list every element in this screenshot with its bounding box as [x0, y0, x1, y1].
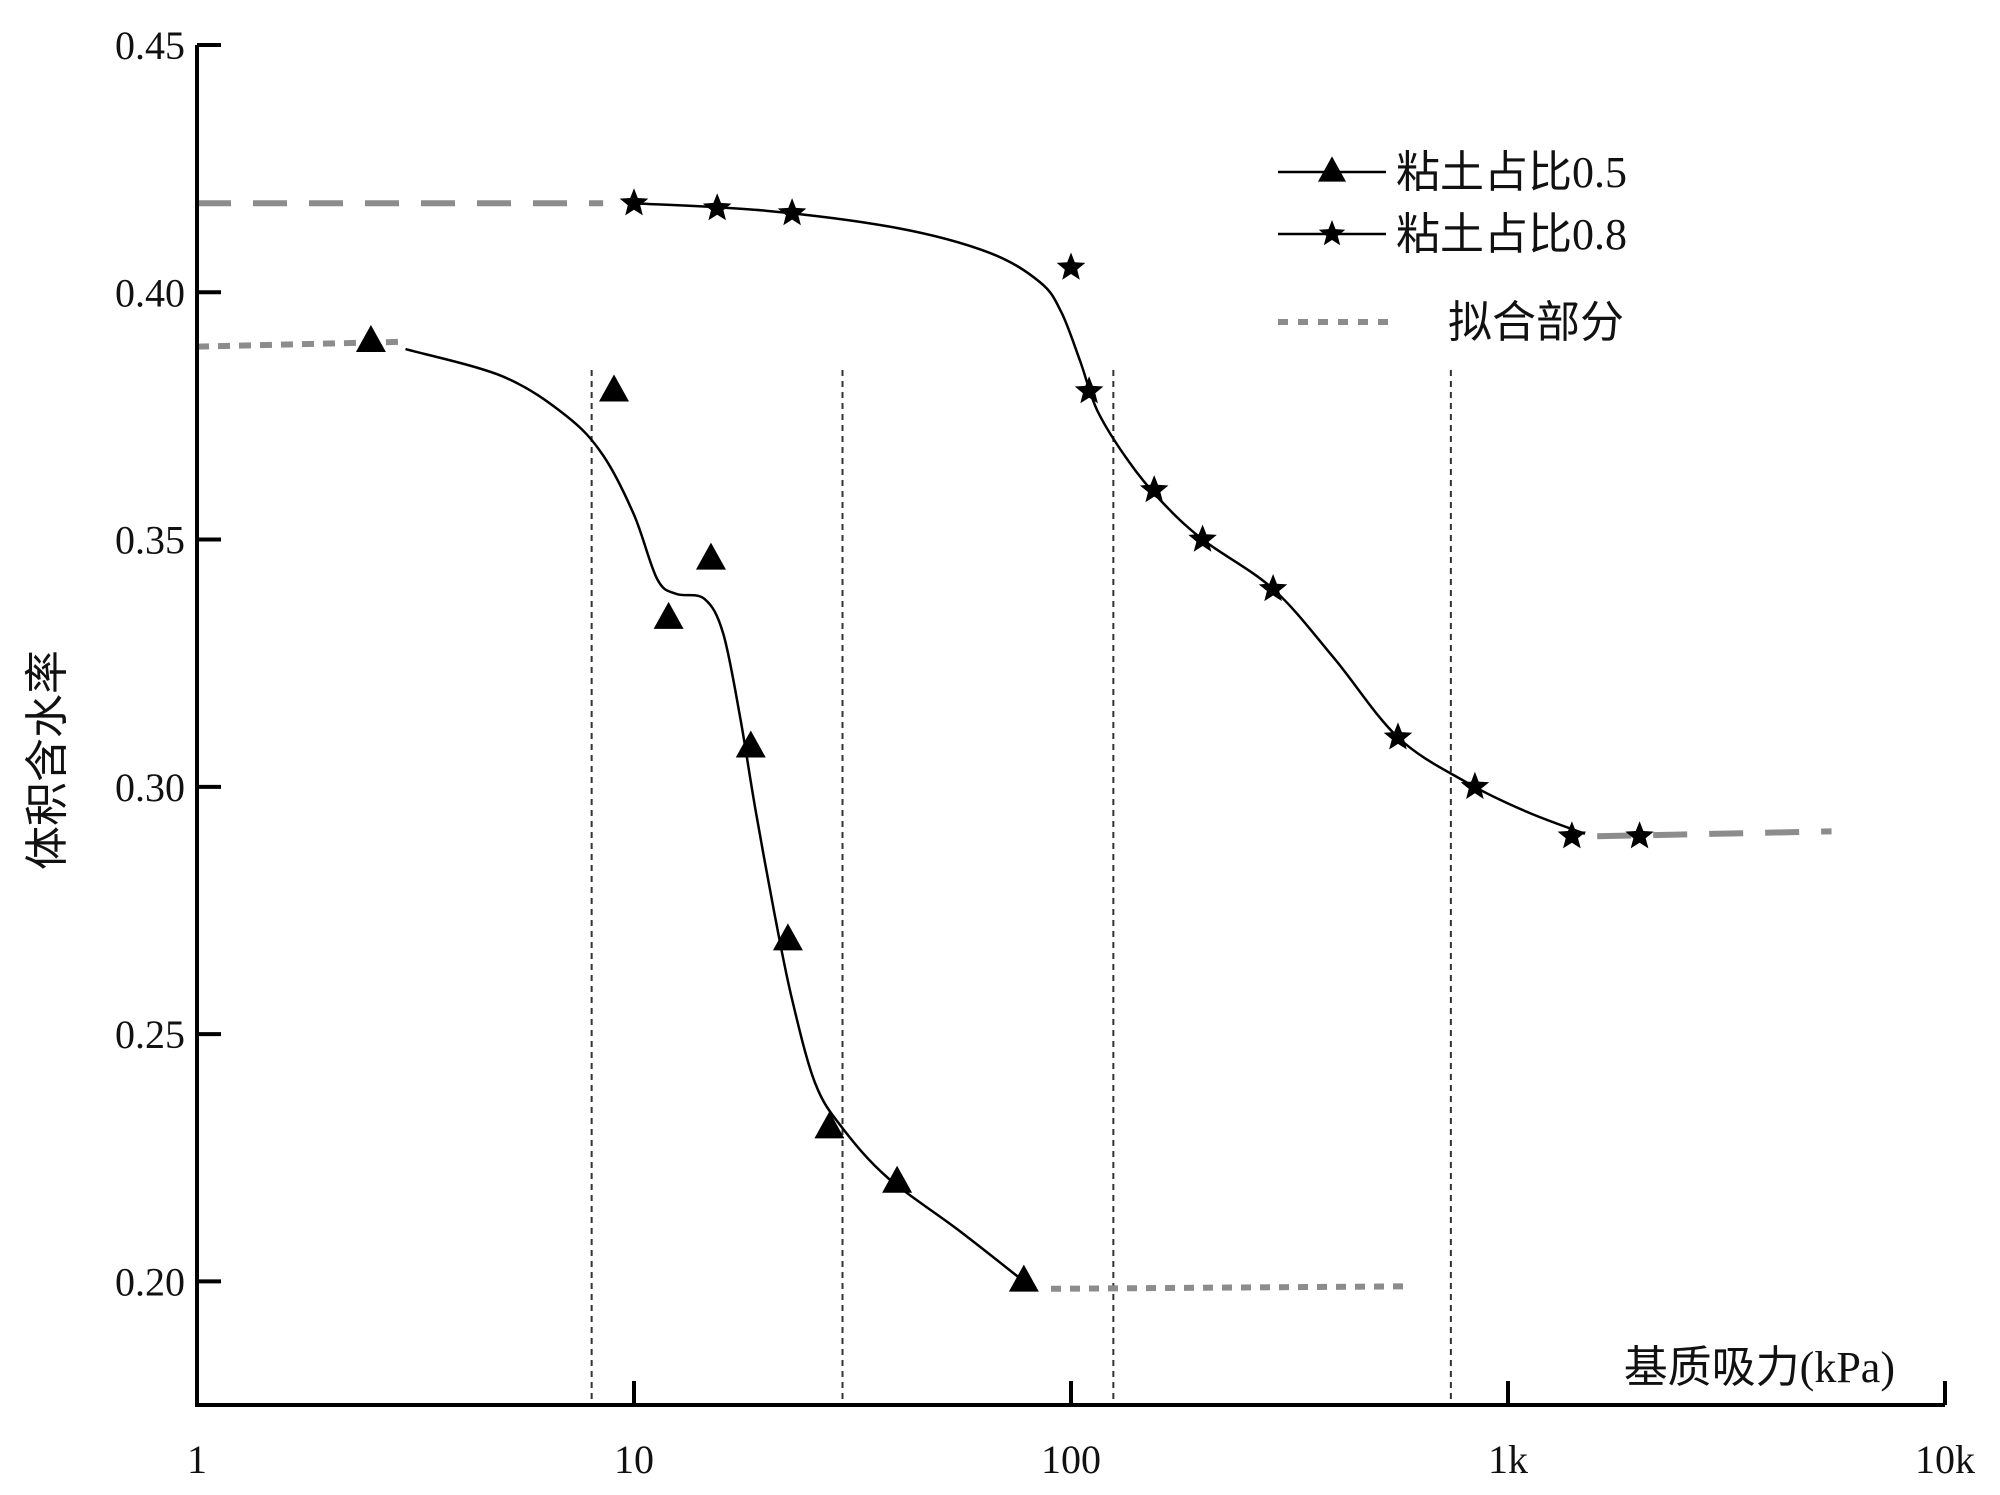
star-marker	[777, 198, 807, 226]
legend-label: 粘土占比0.5	[1396, 148, 1627, 197]
y-tick-label: 0.35	[115, 518, 185, 563]
x-axis-title: 基质吸力(kPa)	[1624, 1343, 1895, 1392]
vertical-guides	[590, 370, 1452, 1405]
star-marker	[1056, 252, 1086, 280]
star-marker	[1188, 524, 1217, 552]
legend: 粘土占比0.5 粘土占比0.8 拟合部分	[1278, 148, 1627, 347]
axes: 1 10 100 1k 10k 0.20 0.25 0.30 0.35 0.40 0.45	[115, 23, 1975, 1482]
triangle-marker	[599, 374, 630, 402]
triangle-marker	[355, 324, 386, 352]
triangle-marker	[735, 730, 766, 758]
y-ticks: 0.20 0.25 0.30 0.35 0.40 0.45	[115, 23, 221, 1304]
triangle-marker	[653, 601, 684, 629]
star-marker	[1258, 574, 1288, 602]
y-tick-label: 0.30	[115, 765, 185, 810]
triangle-marker	[772, 923, 803, 951]
x-tick-label: 10	[614, 1437, 654, 1482]
star-marker	[1460, 771, 1490, 799]
y-tick-label: 0.25	[115, 1012, 185, 1057]
fit-extension-dashed	[1597, 828, 1832, 840]
legend-star-marker	[1318, 220, 1346, 246]
legend-triangle-marker	[1318, 156, 1346, 182]
star-marker	[1139, 475, 1169, 503]
star-marker	[1625, 821, 1654, 849]
triangle-marker	[1008, 1264, 1039, 1292]
y-axis-title: 体积含水率	[23, 650, 72, 870]
fit-extension-dotted	[1050, 1283, 1412, 1292]
y-tick-label: 0.20	[115, 1259, 185, 1304]
x-tick-label: 1k	[1488, 1437, 1528, 1482]
triangle-marker	[814, 1111, 845, 1139]
x-tick-label: 10k	[1915, 1437, 1975, 1482]
triangle-marker	[882, 1165, 913, 1193]
legend-label: 粘土占比0.8	[1396, 210, 1627, 259]
series-markers	[355, 188, 1654, 1292]
x-tick-label: 100	[1041, 1437, 1101, 1482]
series-1-curve	[405, 347, 1025, 1283]
star-marker	[702, 193, 732, 221]
star-marker	[1074, 376, 1104, 404]
x-ticks: 1 10 100 1k 10k	[187, 1381, 1975, 1482]
star-marker	[1557, 821, 1587, 849]
series-2-curve	[633, 202, 1586, 835]
star-marker	[619, 188, 649, 216]
x-tick-label: 1	[187, 1437, 207, 1482]
y-tick-label: 0.45	[115, 23, 185, 68]
y-tick-label: 0.40	[115, 270, 185, 315]
star-marker	[1383, 722, 1413, 750]
triangle-marker	[695, 542, 726, 570]
series-curves	[405, 202, 1586, 1283]
fit-extensions	[196, 200, 1832, 1292]
legend-label: 拟合部分	[1448, 298, 1624, 347]
